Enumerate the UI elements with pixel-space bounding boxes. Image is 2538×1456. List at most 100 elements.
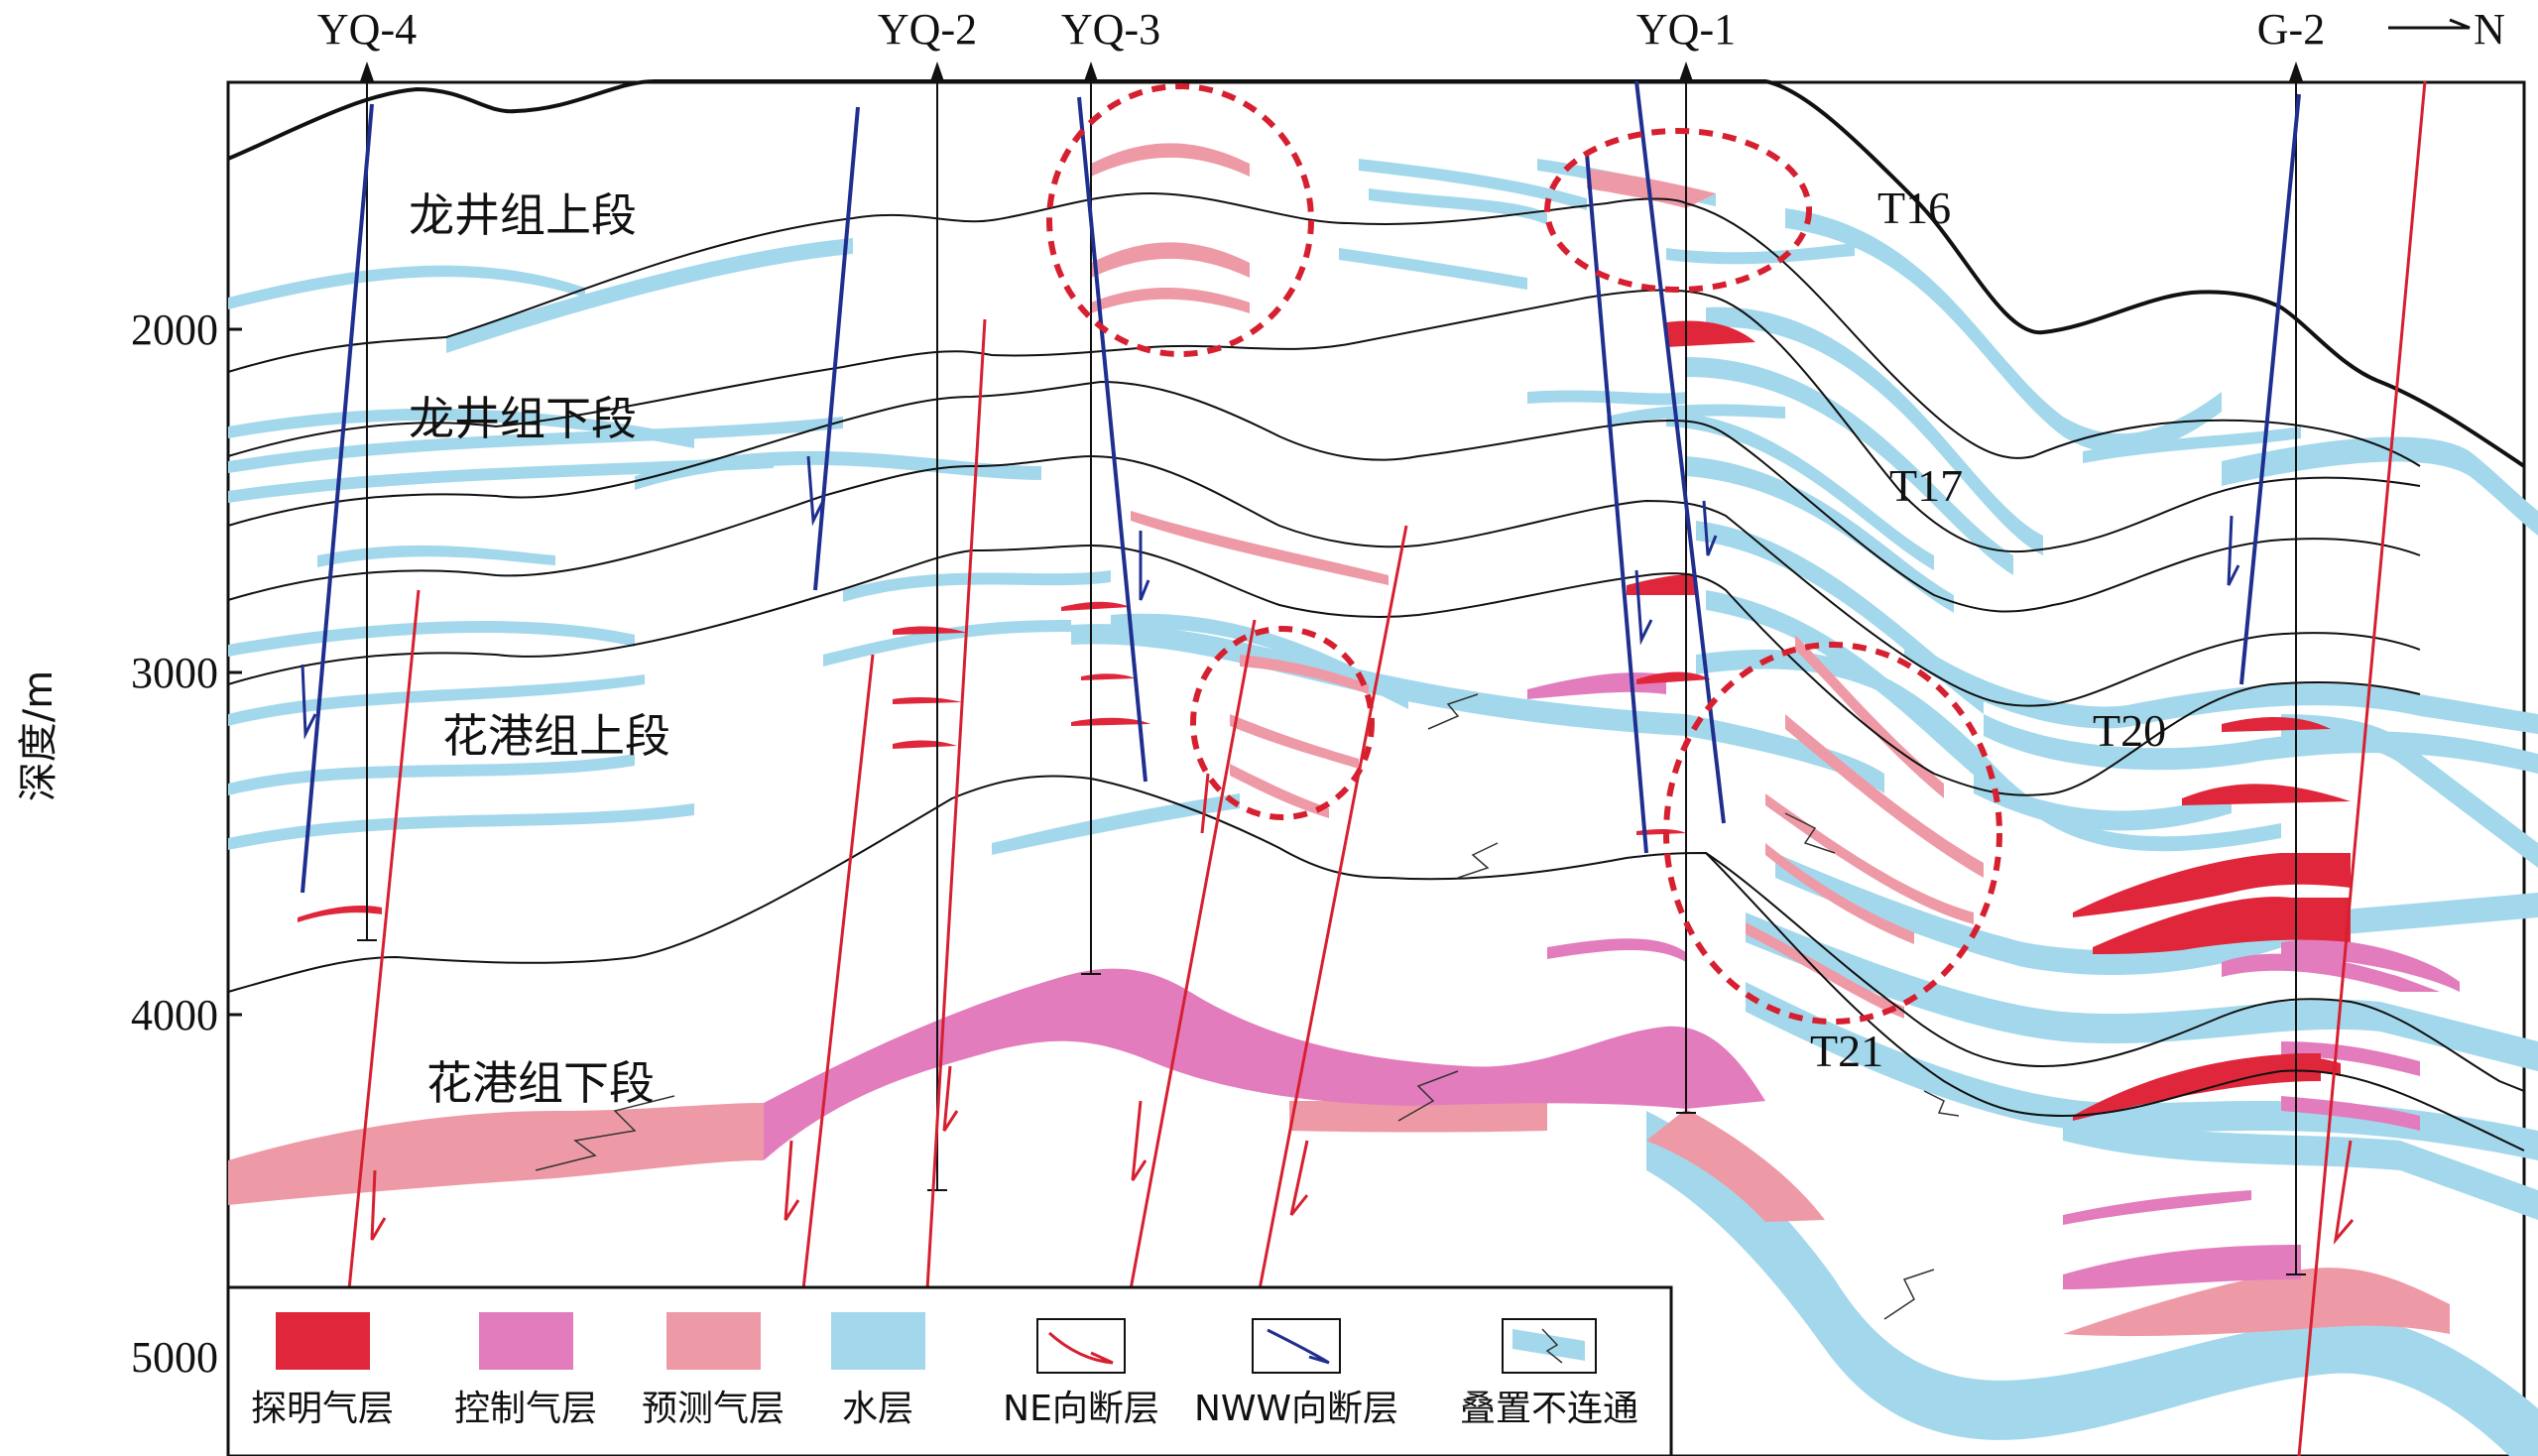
predicted-gas-layer [2063, 1268, 2450, 1337]
water-layer [1359, 159, 1587, 210]
controlled-gas-layer [2281, 939, 2460, 992]
nww-fault-line [301, 103, 374, 894]
nww-fault-line [813, 106, 860, 591]
water-layer [228, 417, 843, 473]
water-layer [1646, 1111, 2538, 1456]
nww-fault-line [1585, 153, 1648, 854]
predicted-gas-layer [1131, 511, 1389, 585]
predicted-gas-layer [1240, 655, 1369, 694]
proven-gas-layer [1636, 671, 1711, 684]
predicted-gas-layer [1587, 169, 1716, 208]
well-head-icon [930, 61, 944, 81]
water-layer [992, 793, 1240, 855]
predicted-gas-layer [1765, 843, 1914, 944]
legend-swatch-predicted-gas [666, 1312, 761, 1370]
well-bores [357, 64, 2306, 1275]
unit-label-longjing-lower: 龙井组下段 [409, 392, 637, 445]
water-layer [1785, 208, 2222, 454]
nww-fault-line [1077, 96, 1148, 783]
controlled-gas-layer [2063, 1190, 2251, 1225]
horizon-label-t21: T21 [1810, 1026, 1883, 1076]
well-head-icon [360, 61, 374, 81]
depth-tick-label: 5000 [131, 1333, 218, 1382]
nww-fault-arrows [301, 455, 2240, 740]
predicted-gas-layer [1289, 1101, 1547, 1133]
boundary-line [227, 289, 2421, 553]
legend-label-controlled-gas: 控制气层 [454, 1389, 597, 1429]
predicted-gas-layer [228, 1103, 764, 1205]
water-layer [228, 621, 635, 657]
proven-gas-layer [1081, 673, 1136, 680]
down-arrow-icon [1131, 1100, 1148, 1181]
down-arrow-icon [301, 664, 317, 740]
proven-gas-layer [2222, 1056, 2341, 1081]
ne-faults [347, 80, 2427, 1456]
predicted-gas-layer [1746, 922, 1904, 1019]
water-layer [446, 238, 853, 353]
highlight-circle [1190, 626, 1375, 820]
predicted-gas-layer [1785, 714, 1984, 878]
water-layer [1904, 635, 2538, 734]
down-arrow-icon [784, 1140, 800, 1221]
controlled-gas-layer [2281, 1041, 2420, 1076]
down-arrow-icon [2333, 1140, 2355, 1245]
water-layer [317, 545, 555, 567]
water-layer [1746, 912, 2538, 1071]
horizon-label-t20: T20 [2093, 705, 2166, 756]
down-arrow-icon [1289, 1140, 1309, 1216]
legend-box [226, 1285, 1673, 1456]
stacked-disconnected-icon [1512, 1329, 1585, 1361]
legend-swatch-proven-gas [276, 1312, 370, 1370]
water-layer [1339, 248, 1527, 290]
highlight-circle [1663, 642, 2002, 1025]
boundary-line [227, 775, 2525, 1092]
water-layer [228, 674, 645, 726]
ne-fault-line [801, 654, 875, 1290]
water-layer [2083, 426, 2301, 463]
ne-fault-line [1200, 773, 1210, 834]
controlled-gas-layer [2222, 953, 2440, 992]
down-arrow-icon [1702, 500, 1718, 556]
down-arrow-icon [1634, 569, 1653, 646]
water-layer [228, 456, 774, 503]
unit-labels: 龙井组上段 龙井组下段 花港组上段 花港组下段 [409, 188, 670, 1110]
stacked-disconnected-marks [535, 693, 1960, 1320]
legend: 探明气层 控制气层 预测气层 水层 NE向断层 NWW向断层 叠置不连通 [226, 1285, 1673, 1456]
water-layer [228, 803, 694, 850]
ne-fault-line [347, 589, 421, 1290]
predicted-gas-layer [1091, 143, 1250, 177]
well-heads [360, 61, 2303, 81]
horizon-label-t17: T17 [1889, 460, 1963, 511]
down-arrow-icon [1139, 531, 1150, 601]
proven-gas-layers [298, 320, 2351, 1121]
well-label-yq4: YQ-4 [317, 5, 417, 54]
well-head-icon [2289, 61, 2303, 81]
controlled-gas-layer [2063, 1245, 2301, 1289]
proven-gas-layer [1627, 574, 1696, 595]
down-arrow-icon [942, 1065, 959, 1132]
well-label-g2: G-2 [2257, 5, 2325, 54]
predicted-gas-layers [228, 143, 2450, 1337]
highlight-circle [1544, 128, 1812, 293]
predicted-gas-layer [1230, 764, 1329, 818]
well-label-yq3: YQ-3 [1061, 5, 1160, 54]
legend-label-nww-fault: NWW向断层 [1194, 1389, 1398, 1429]
down-arrow-icon [806, 455, 825, 527]
nww-fault-icon [1267, 1328, 1330, 1365]
water-layer [2222, 436, 2538, 536]
unit-label-huagang-upper: 花港组上段 [442, 709, 670, 763]
controlled-gas-layers [764, 672, 2460, 1289]
ne-fault-arrows [370, 1065, 2355, 1245]
ne-fault-line [2297, 80, 2427, 1456]
water-layer [1369, 188, 1547, 225]
horizon-labels: T16 T17 T20 T21 [1810, 182, 2166, 1076]
depth-axis: 2000 3000 4000 5000 深度/m [16, 305, 242, 1382]
water-layer [1071, 624, 1884, 793]
boundary-line [227, 380, 2421, 613]
water-layer [1974, 774, 2232, 831]
depth-tick-label: 4000 [131, 991, 218, 1039]
predicted-gas-layer [1765, 793, 1974, 924]
proven-gas-layer [893, 697, 962, 704]
well-label-yq2: YQ-2 [878, 5, 977, 54]
